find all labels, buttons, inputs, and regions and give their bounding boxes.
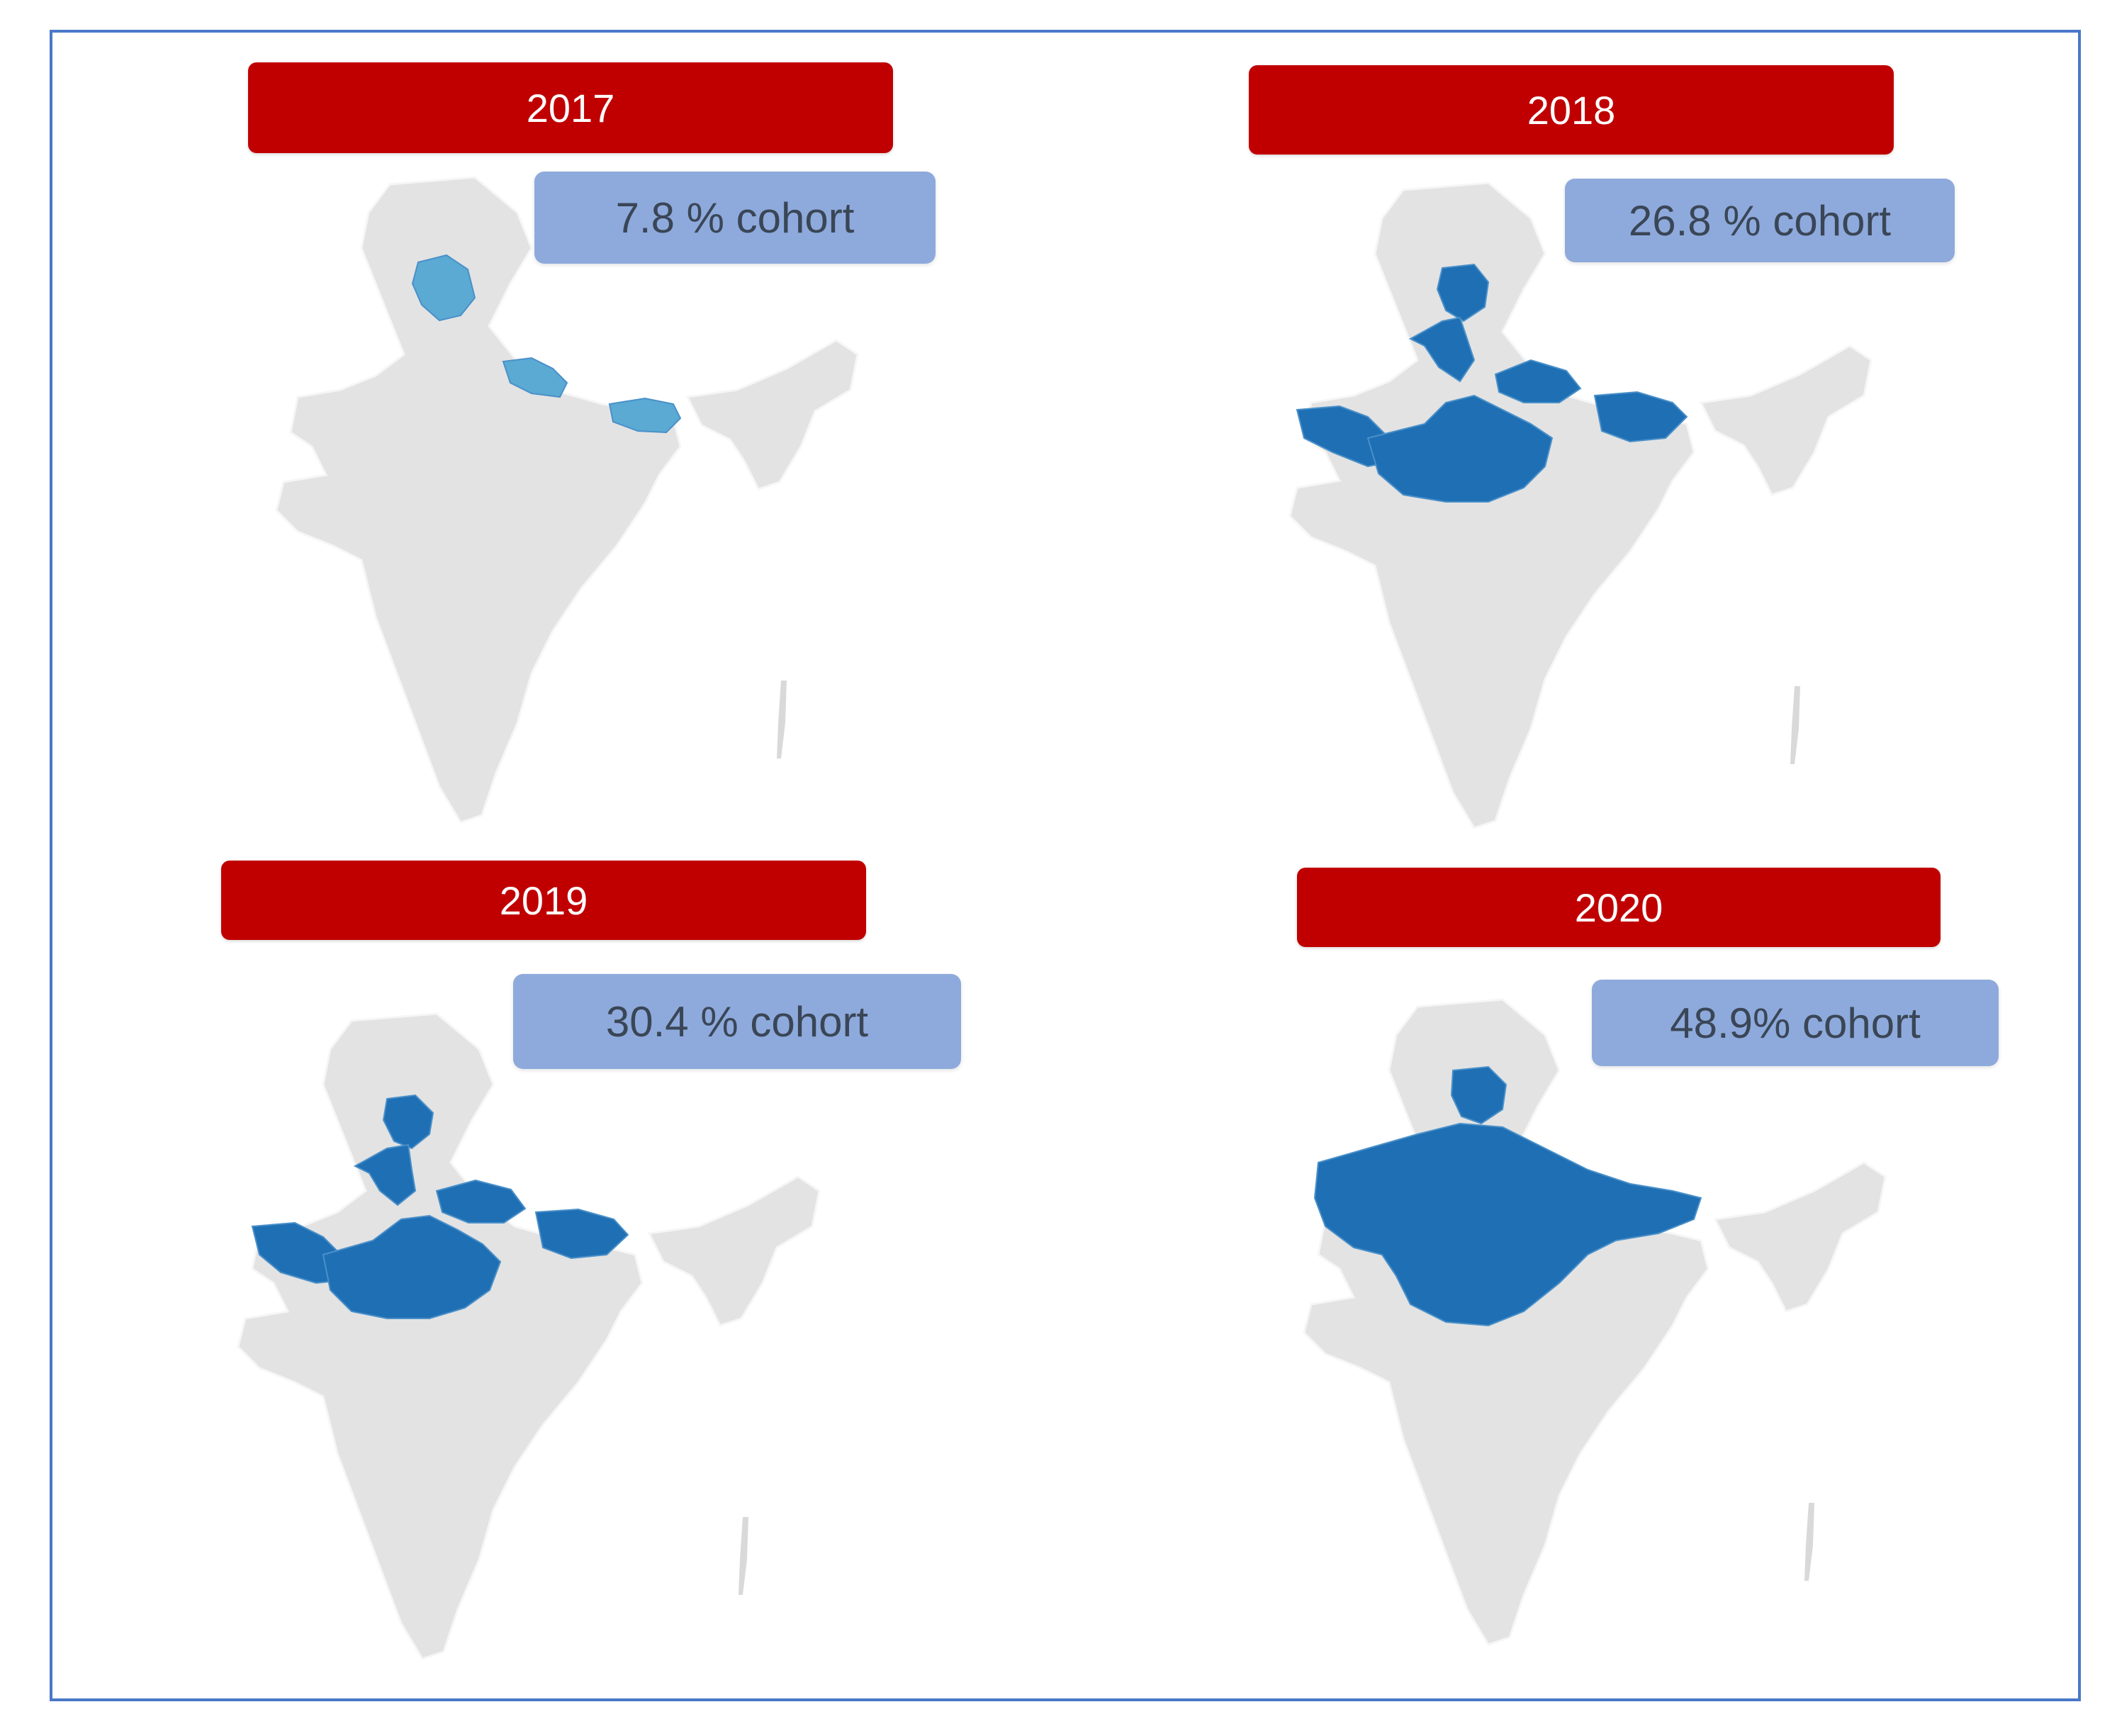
map-base — [275, 176, 859, 824]
year-banner-2017: 2017 — [248, 62, 893, 153]
land-mainland — [1288, 181, 1695, 829]
land-mainland — [237, 1012, 644, 1660]
land-northeast — [1713, 1161, 1887, 1313]
highlight-north-hills — [382, 1094, 434, 1150]
island-chain — [777, 681, 787, 758]
year-banner-2019: 2019 — [221, 861, 866, 940]
cohort-box-2020: 48.9% cohort — [1592, 980, 1999, 1066]
island-chain — [739, 1517, 748, 1595]
india-map-2019 — [237, 1012, 821, 1660]
india-map-2018 — [1288, 181, 1872, 829]
land-northeast — [647, 1175, 821, 1327]
highlight-northern-plain — [435, 1179, 527, 1223]
highlight-north-corridor — [1408, 316, 1476, 383]
land-northeast — [1699, 345, 1872, 496]
cohort-box-2018: 26.8 % cohort — [1565, 179, 1955, 262]
map-base — [1288, 181, 1872, 829]
highlight-northern-plain — [1494, 359, 1582, 403]
map-highlights — [1296, 263, 1688, 503]
highlight-eastern-plain-strip — [608, 397, 682, 434]
figure-frame — [50, 30, 2081, 1701]
land-mainland — [275, 176, 682, 824]
cohort-box-2017: 7.8 % cohort — [534, 172, 936, 264]
highlight-eastern-plain — [534, 1208, 629, 1260]
year-banner-2018: 2018 — [1249, 65, 1894, 155]
highlight-northern-band — [1313, 1122, 1702, 1327]
highlight-eastern-plain — [1593, 391, 1688, 443]
land-mainland — [1303, 998, 1709, 1646]
highlight-central-belt — [1366, 394, 1554, 503]
map-highlights — [1313, 1065, 1702, 1327]
island-chain — [1790, 686, 1800, 764]
land-northeast — [685, 339, 859, 491]
highlight-north-hills — [411, 254, 476, 322]
cohort-box-2019: 30.4 % cohort — [513, 974, 961, 1069]
highlight-north-hills — [1450, 1065, 1507, 1125]
island-chain — [1804, 1503, 1814, 1581]
map-highlights — [411, 254, 682, 434]
year-banner-2020: 2020 — [1297, 868, 1941, 947]
map-highlights — [251, 1094, 629, 1319]
india-map-2017 — [275, 176, 859, 824]
map-base — [237, 1012, 821, 1660]
india-map-2020 — [1303, 998, 1887, 1646]
highlight-north-corridor — [353, 1143, 417, 1206]
highlight-western-plain-strip — [502, 357, 568, 398]
highlight-central-belt — [322, 1214, 502, 1319]
highlight-north-hills — [1436, 263, 1490, 323]
map-base — [1303, 998, 1887, 1646]
